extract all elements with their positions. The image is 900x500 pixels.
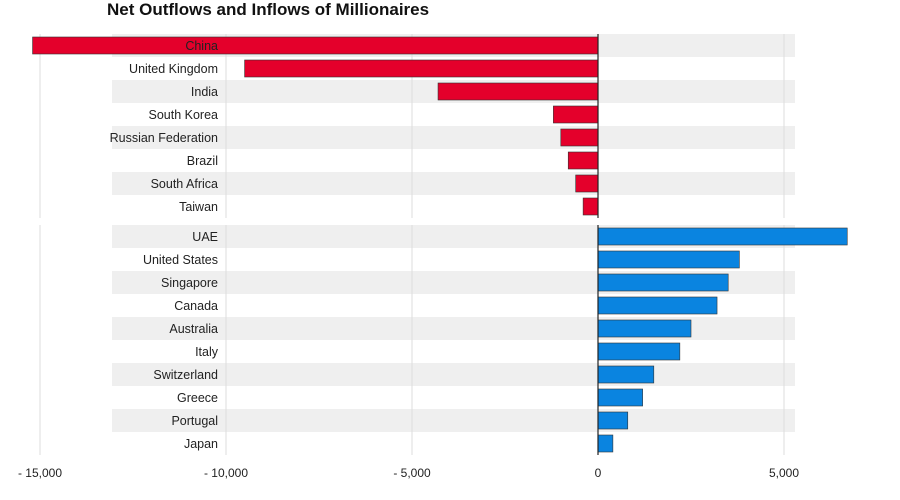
x-tick-10-000: - 10,000 — [204, 466, 248, 480]
category-label-italy: Italy — [195, 345, 219, 359]
category-label-india: India — [191, 85, 218, 99]
bar-india — [437, 82, 599, 101]
category-label-uae: UAE — [192, 230, 218, 244]
category-label-canada: Canada — [174, 299, 218, 313]
bar-greece — [597, 388, 643, 407]
chart-title: Net Outflows and Inflows of Millionaires — [107, 0, 430, 19]
bar-russian-federation — [560, 128, 599, 147]
bar-portugal — [597, 411, 629, 430]
x-tick-0: 0 — [595, 466, 602, 480]
bar-brazil — [567, 151, 599, 170]
category-label-china: China — [185, 39, 218, 53]
bar-italy — [597, 342, 681, 361]
x-tick-5-000: - 5,000 — [393, 466, 431, 480]
category-label-switzerland: Switzerland — [153, 368, 218, 382]
x-tick-5-000: 5,000 — [769, 466, 799, 480]
category-label-japan: Japan — [184, 437, 218, 451]
category-label-greece: Greece — [177, 391, 218, 405]
x-tick-15-000: - 15,000 — [18, 466, 62, 480]
bar-switzerland — [597, 365, 655, 384]
row-band-south-africa — [112, 172, 795, 195]
row-band-russian-federation — [112, 126, 795, 149]
category-label-portugal: Portugal — [171, 414, 218, 428]
category-labels: China United Kingdom India South Korea Russi… — [110, 39, 219, 451]
bar-japan — [597, 434, 614, 453]
bar-south-africa — [575, 174, 599, 193]
bar-uae — [597, 227, 848, 246]
category-label-singapore: Singapore — [161, 276, 218, 290]
bar-taiwan — [582, 197, 599, 216]
bar-australia — [597, 319, 692, 338]
category-label-south-africa: South Africa — [151, 177, 218, 191]
category-label-united-kingdom: United Kingdom — [129, 62, 218, 76]
bar-united-kingdom — [244, 59, 599, 78]
category-label-brazil: Brazil — [187, 154, 218, 168]
category-label-south-korea: South Korea — [149, 108, 219, 122]
bar-united-states — [597, 250, 740, 269]
bar-south-korea — [553, 105, 599, 124]
category-label-united-states: United States — [143, 253, 218, 267]
bar-china — [32, 36, 599, 55]
gridlines — [39, 34, 785, 455]
category-label-australia: Australia — [169, 322, 218, 336]
category-label-russian-federation: Russian Federation — [110, 131, 218, 145]
bar-canada — [597, 296, 718, 315]
bar-singapore — [597, 273, 729, 292]
category-label-taiwan: Taiwan — [179, 200, 218, 214]
bars — [32, 36, 848, 453]
